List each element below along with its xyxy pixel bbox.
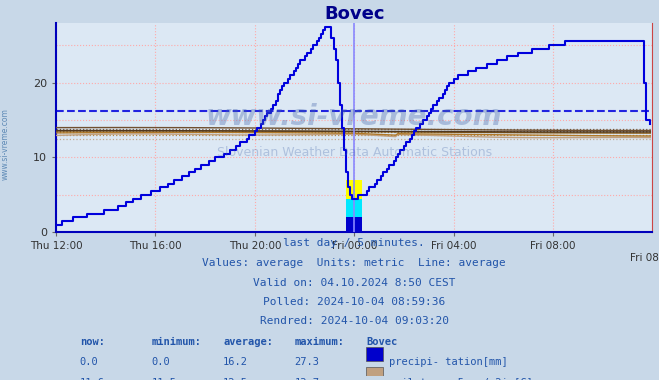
Text: 27.3: 27.3	[295, 358, 320, 367]
Text: 12.5: 12.5	[223, 378, 248, 380]
Text: now:: now:	[80, 337, 105, 347]
Text: 11.5: 11.5	[152, 378, 177, 380]
Text: minimum:: minimum:	[152, 337, 202, 347]
Bar	[346, 199, 362, 217]
Bar	[366, 347, 383, 361]
Text: Bovec: Bovec	[366, 337, 397, 347]
Bar	[346, 217, 362, 232]
Title: Bovec: Bovec	[324, 5, 384, 23]
Text: www.si-vreme.com: www.si-vreme.com	[1, 108, 10, 180]
Text: maximum:: maximum:	[295, 337, 345, 347]
Bar	[366, 367, 383, 380]
Text: 11.6: 11.6	[80, 378, 105, 380]
Bar	[346, 180, 362, 199]
Text: 13.7: 13.7	[295, 378, 320, 380]
Text: Fri 08:00: Fri 08:00	[629, 253, 659, 263]
Text: soil temp. 5cm / 2in[C]: soil temp. 5cm / 2in[C]	[389, 378, 532, 380]
Text: Valid on: 04.10.2024 8:50 CEST: Valid on: 04.10.2024 8:50 CEST	[253, 278, 455, 288]
Text: average:: average:	[223, 337, 273, 347]
Text: www.si-vreme.com: www.si-vreme.com	[206, 103, 502, 131]
Text: Values: average  Units: metric  Line: average: Values: average Units: metric Line: aver…	[202, 258, 506, 268]
Text: Polled: 2024-10-04 08:59:36: Polled: 2024-10-04 08:59:36	[263, 297, 445, 307]
Text: 16.2: 16.2	[223, 358, 248, 367]
Text: precipi- tation[mm]: precipi- tation[mm]	[389, 358, 507, 367]
Text: last day / 5 minutes.: last day / 5 minutes.	[283, 238, 425, 248]
Text: Rendred: 2024-10-04 09:03:20: Rendred: 2024-10-04 09:03:20	[260, 316, 449, 326]
Text: 0.0: 0.0	[152, 358, 170, 367]
Text: 0.0: 0.0	[80, 358, 99, 367]
Text: Slovenian Weather Data Automatic Stations: Slovenian Weather Data Automatic Station…	[217, 146, 492, 159]
